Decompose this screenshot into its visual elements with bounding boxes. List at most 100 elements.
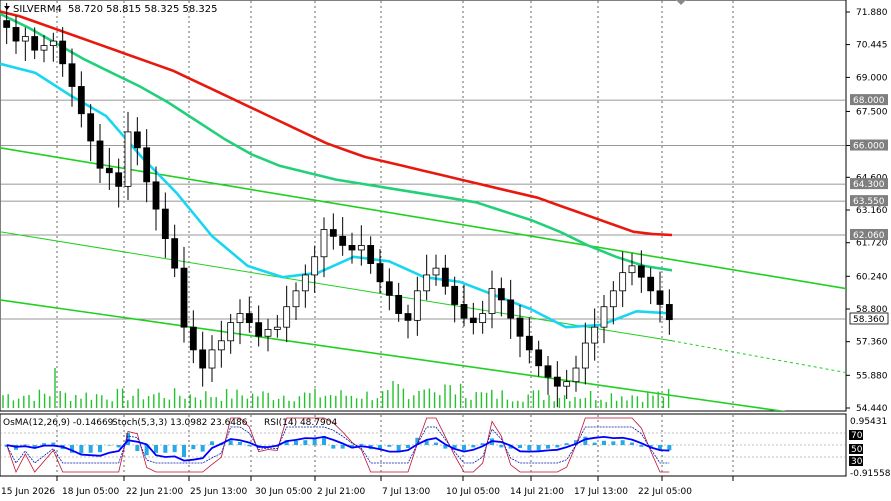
sub-scale-top: 0.95431: [850, 417, 887, 427]
osma-bar: [527, 445, 532, 451]
candle-body: [348, 245, 356, 251]
osma-bar: [658, 445, 662, 451]
stoch-label: Stoch(5,3,3) 13.0982 23.6486: [112, 418, 248, 428]
candle-body: [320, 229, 328, 258]
time-tick-label: 14 Jul 21:00: [510, 487, 564, 497]
candle-body: [404, 313, 412, 321]
candle-body: [357, 245, 365, 251]
osma-bar: [611, 441, 616, 445]
candle-body: [619, 272, 627, 292]
osma-bar: [424, 440, 429, 445]
candle-body: [544, 365, 552, 378]
osma-label: OsMA(12,26,9) -0.14669: [3, 418, 114, 428]
indicator-header: OsMA(12,26,9) -0.14669 Stoch(5,3,3) 13.0…: [3, 418, 337, 428]
candle-body: [124, 131, 132, 187]
symbol-label: SILVERM4: [13, 4, 62, 15]
time-tick-label: 7 Jul 13:00: [382, 487, 431, 497]
osma-bar: [154, 445, 158, 453]
time-tick-label: 30 Jun 05:00: [255, 487, 312, 497]
osma-bar: [350, 445, 354, 447]
osma-bar: [79, 445, 84, 454]
sub-scale-bottom: -0.91558: [850, 469, 891, 479]
price-tick-label: 61.720: [856, 239, 888, 249]
chart-header: SILVERM4 58.720 58.815 58.325 58.325: [4, 0, 686, 15]
level-label: 58.360: [853, 315, 885, 325]
sub-scale-50-box: [849, 444, 863, 454]
osma-bar: [32, 445, 37, 449]
osma-bar: [583, 436, 588, 445]
osma-bar: [415, 437, 420, 445]
osma-bar: [396, 445, 401, 452]
candle-body: [423, 274, 431, 292]
price-tick-label: 70.445: [856, 41, 888, 51]
osma-bar: [546, 445, 550, 449]
candle-body: [21, 36, 29, 42]
osma-bar: [648, 445, 653, 447]
dropdown-triangle-icon[interactable]: [4, 6, 10, 10]
osma-bar: [378, 445, 382, 449]
moving-averages: [0, 10, 673, 329]
sub-scale: 0.95431 70 50 30 -0.91558: [849, 417, 891, 479]
osma-bar: [406, 445, 410, 448]
osma-bar: [70, 445, 74, 453]
candle-body: [563, 381, 571, 387]
osma-bar: [434, 442, 438, 445]
osma-bar: [499, 445, 504, 448]
candles: [3, 2, 673, 408]
candle-body: [609, 290, 617, 308]
osma-bar: [172, 445, 177, 453]
time-tick-label: 2 Jul 21:00: [317, 487, 366, 497]
candle-body: [77, 86, 85, 115]
candle-body: [441, 267, 449, 287]
volume-bars: [2, 368, 670, 408]
price-tick-label: 57.360: [856, 338, 888, 348]
stoch-d-line: [6, 426, 670, 464]
level-label: 68.000: [853, 96, 885, 106]
price-tick-label: 63.160: [856, 206, 888, 216]
candle-body: [12, 27, 20, 42]
osma-bar: [107, 445, 112, 446]
candle-body: [395, 294, 403, 314]
osma-bar: [331, 445, 336, 449]
candle-body: [600, 306, 608, 328]
level-label-box: [850, 228, 888, 240]
osma-bar: [518, 445, 522, 448]
osma-bar: [294, 440, 298, 445]
candle-body: [339, 235, 347, 246]
candle-body: [385, 281, 393, 296]
oscillators: [0, 417, 846, 474]
osma-bar: [163, 445, 168, 453]
price-tick-label: 58.800: [856, 305, 888, 315]
candle-body: [507, 299, 515, 319]
ohlc-label: 58.720 58.815 58.325 58.325: [68, 4, 218, 15]
time-tick-label: 22 Jul 05:00: [638, 487, 692, 497]
candle-body: [49, 40, 57, 47]
candle-body: [255, 322, 263, 337]
channel-line-0: [0, 146, 846, 290]
sub-scale-70: 70: [851, 431, 863, 441]
price-tick-label: 71.880: [856, 8, 888, 18]
channel-line-3: [0, 299, 787, 411]
price-scale: 71.88070.44569.00067.50066.00064.60063.1…: [846, 8, 888, 414]
candle-body: [525, 335, 533, 351]
osma-bar: [88, 445, 93, 453]
sub-scale-30: 30: [851, 457, 863, 467]
candle-body: [115, 172, 123, 187]
osma-bar: [238, 442, 242, 445]
osma-bar: [602, 440, 606, 445]
osma-bar: [228, 440, 233, 445]
price-tick-label: 67.500: [856, 107, 888, 117]
price-tick-label: 69.000: [856, 73, 888, 83]
shift-marker-icon[interactable]: [676, 0, 686, 5]
price-tick-label: 54.440: [856, 404, 888, 414]
level-label-box: [849, 312, 889, 325]
candle-body: [572, 367, 580, 383]
candle-body: [516, 317, 524, 337]
price-tick-label: 55.880: [856, 371, 888, 381]
main-panel: [0, 0, 847, 412]
osma-bar: [144, 445, 149, 456]
osma-bar: [116, 445, 121, 448]
osma-bar: [135, 445, 140, 451]
